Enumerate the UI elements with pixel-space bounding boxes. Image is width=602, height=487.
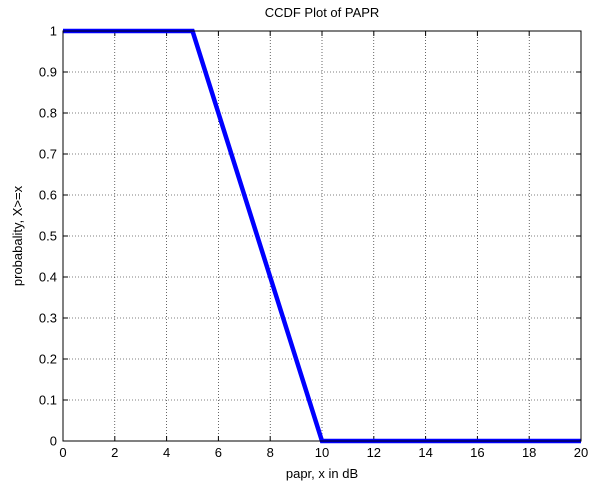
tick-labels: 0 2 4 6 8 10 12 14 16 18 20 0 0.1 0.2 0.3 0.4 0.5 0.6 0.7 0… bbox=[39, 24, 588, 461]
y-tick-label: 0.7 bbox=[39, 147, 57, 162]
y-tick-label: 0.3 bbox=[39, 311, 57, 326]
x-tick-label: 6 bbox=[215, 445, 222, 460]
x-tick-label: 18 bbox=[522, 445, 536, 460]
y-tick-label: 0.2 bbox=[39, 352, 57, 367]
x-tick-label: 8 bbox=[267, 445, 274, 460]
x-tick-label: 2 bbox=[111, 445, 118, 460]
x-tick-label: 12 bbox=[367, 445, 381, 460]
chart-title: CCDF Plot of PAPR bbox=[265, 5, 380, 20]
y-tick-label: 0.9 bbox=[39, 65, 57, 80]
y-tick-label: 0.8 bbox=[39, 106, 57, 121]
x-tick-label: 20 bbox=[574, 445, 588, 460]
y-tick-label: 0.4 bbox=[39, 270, 57, 285]
x-tick-label: 0 bbox=[59, 445, 66, 460]
plot-area-frame bbox=[62, 30, 582, 442]
x-tick-label: 10 bbox=[315, 445, 329, 460]
y-tick-label: 0 bbox=[50, 434, 57, 449]
y-tick-label: 0.5 bbox=[39, 229, 57, 244]
x-tick-label: 4 bbox=[163, 445, 170, 460]
x-tick-label: 14 bbox=[418, 445, 432, 460]
y-tick-label: 0.1 bbox=[39, 393, 57, 408]
y-tick-label: 1 bbox=[50, 24, 57, 39]
grid-lines bbox=[62, 30, 582, 442]
y-tick-label: 0.6 bbox=[39, 188, 57, 203]
x-tick-label: 16 bbox=[470, 445, 484, 460]
y-axis-label: probabality, X>=x bbox=[10, 185, 25, 286]
x-axis-label: papr, x in dB bbox=[286, 466, 358, 481]
